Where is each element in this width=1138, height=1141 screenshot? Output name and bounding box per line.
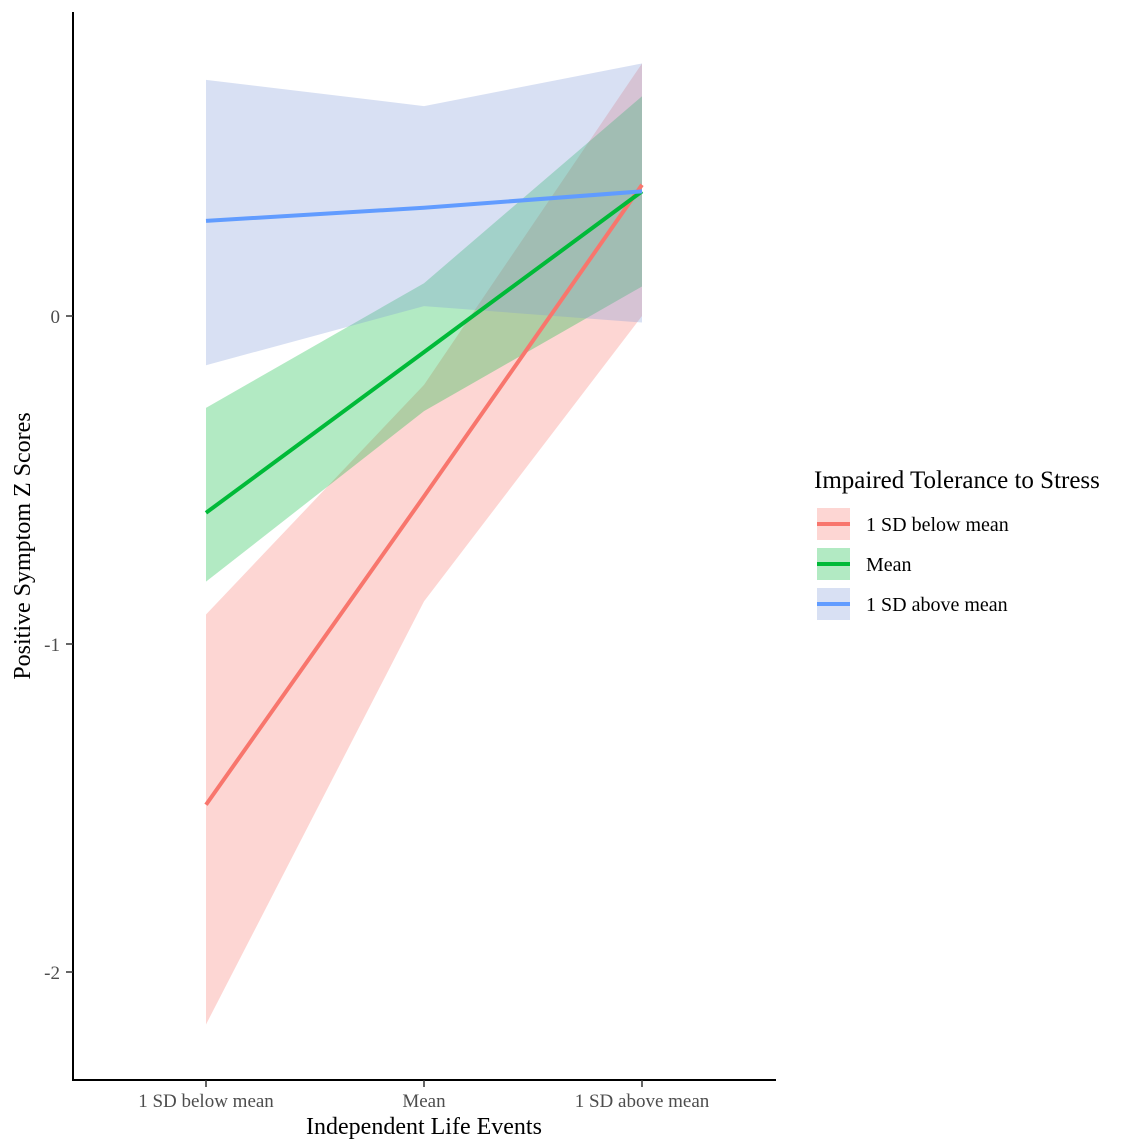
- legend-label: Mean: [866, 554, 912, 576]
- y-axis-ticks: -2 -1 0: [44, 307, 73, 984]
- confidence-ribbons: [206, 63, 642, 1025]
- legend: Impaired Tolerance to Stress 1 SD below …: [814, 467, 1100, 620]
- legend-title: Impaired Tolerance to Stress: [814, 467, 1100, 494]
- ribbon-series-1: [206, 63, 642, 1025]
- x-axis-ticks: 1 SD below mean Mean 1 SD above mean: [138, 1080, 710, 1112]
- line-series-2: [204, 189, 644, 515]
- line-series-3: [205, 189, 643, 223]
- y-tick-label: -2: [44, 963, 60, 984]
- ribbon-series-3: [206, 63, 642, 366]
- x-axis-title: Independent Life Events: [306, 1114, 542, 1140]
- y-tick-label: 0: [51, 307, 61, 328]
- x-tick-label: 1 SD below mean: [138, 1091, 274, 1112]
- line-series-1: [204, 183, 644, 806]
- series-lines: [204, 183, 644, 806]
- y-axis-title: Positive Symptom Z Scores: [10, 412, 36, 679]
- x-tick-label: Mean: [402, 1091, 446, 1112]
- y-tick-label: -1: [44, 635, 60, 656]
- legend-label: 1 SD above mean: [866, 594, 1008, 616]
- legend-label: 1 SD below mean: [866, 514, 1009, 536]
- x-tick-label: 1 SD above mean: [575, 1091, 710, 1112]
- ribbon-series-2: [206, 96, 642, 582]
